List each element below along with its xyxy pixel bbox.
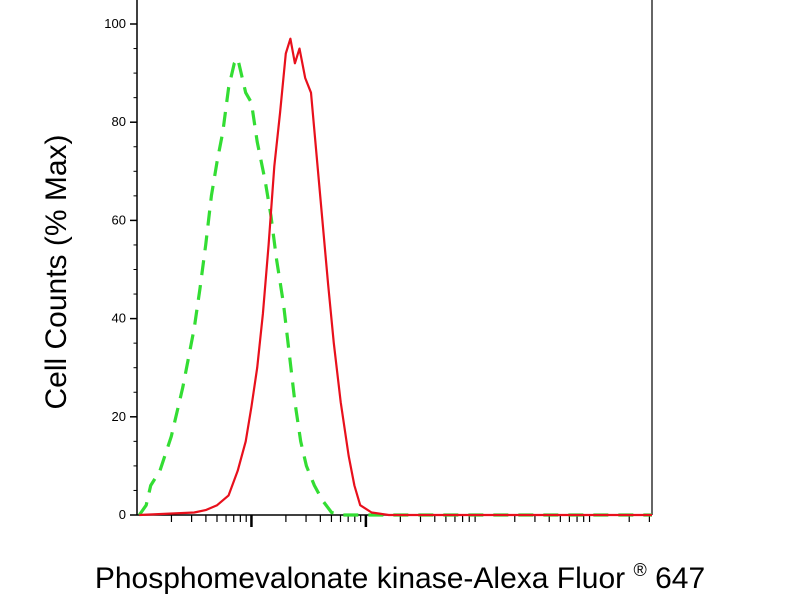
x-axis-label-main: Phosphomevalonate kinase-Alexa Fluor (95, 562, 625, 595)
y-tick-label: 80 (112, 114, 126, 129)
y-axis-label: Cell Counts (% Max) (40, 134, 73, 409)
x-axis-label: Phosphomevalonate kinase-Alexa Fluor ® 6… (95, 550, 705, 595)
y-tick-label: 100 (104, 16, 126, 31)
series-line-2 (139, 37, 652, 517)
x-axis-label-superscript: ® (633, 560, 646, 580)
series-line-1 (137, 56, 652, 517)
y-tick-label: 0 (119, 507, 126, 522)
y-tick-label: 20 (112, 409, 126, 424)
y-tick-label: 40 (112, 311, 126, 326)
x-axis-label-suffix: 647 (655, 562, 705, 595)
y-tick-label: 60 (112, 212, 126, 227)
